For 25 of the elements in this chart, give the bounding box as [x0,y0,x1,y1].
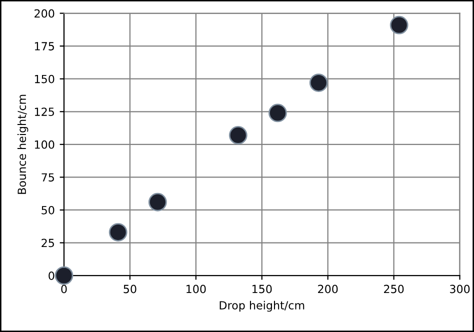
point [148,192,167,212]
point [54,266,74,285]
x-axis-title: Drop height/cm [220,300,304,312]
x-tick-label: 200 [318,284,338,294]
x-tick-label: 300 [450,284,470,294]
point [108,223,128,242]
y-tick-label: 25 [42,238,54,248]
y-axis-title: Bounce height/cm [17,94,28,194]
x-tick-label: 250 [384,284,404,294]
point [228,126,248,144]
point [268,104,287,122]
x-tick-label: 0 [61,284,67,294]
x-tick-label: 50 [124,284,136,294]
y-tick-label: 100 [34,140,54,149]
x-tick-label: 150 [252,284,272,294]
y-tick-label: 125 [34,108,54,116]
y-tick-label: 75 [42,173,54,182]
y-tick-label: 50 [42,206,54,214]
y-tick-label: 150 [34,74,54,84]
point [309,74,328,92]
y-tick-label: 175 [34,42,54,50]
point [390,16,408,34]
x-tick-label: 100 [186,284,206,294]
y-tick-label: 0 [48,272,54,280]
y-tick-label: 200 [34,9,54,18]
